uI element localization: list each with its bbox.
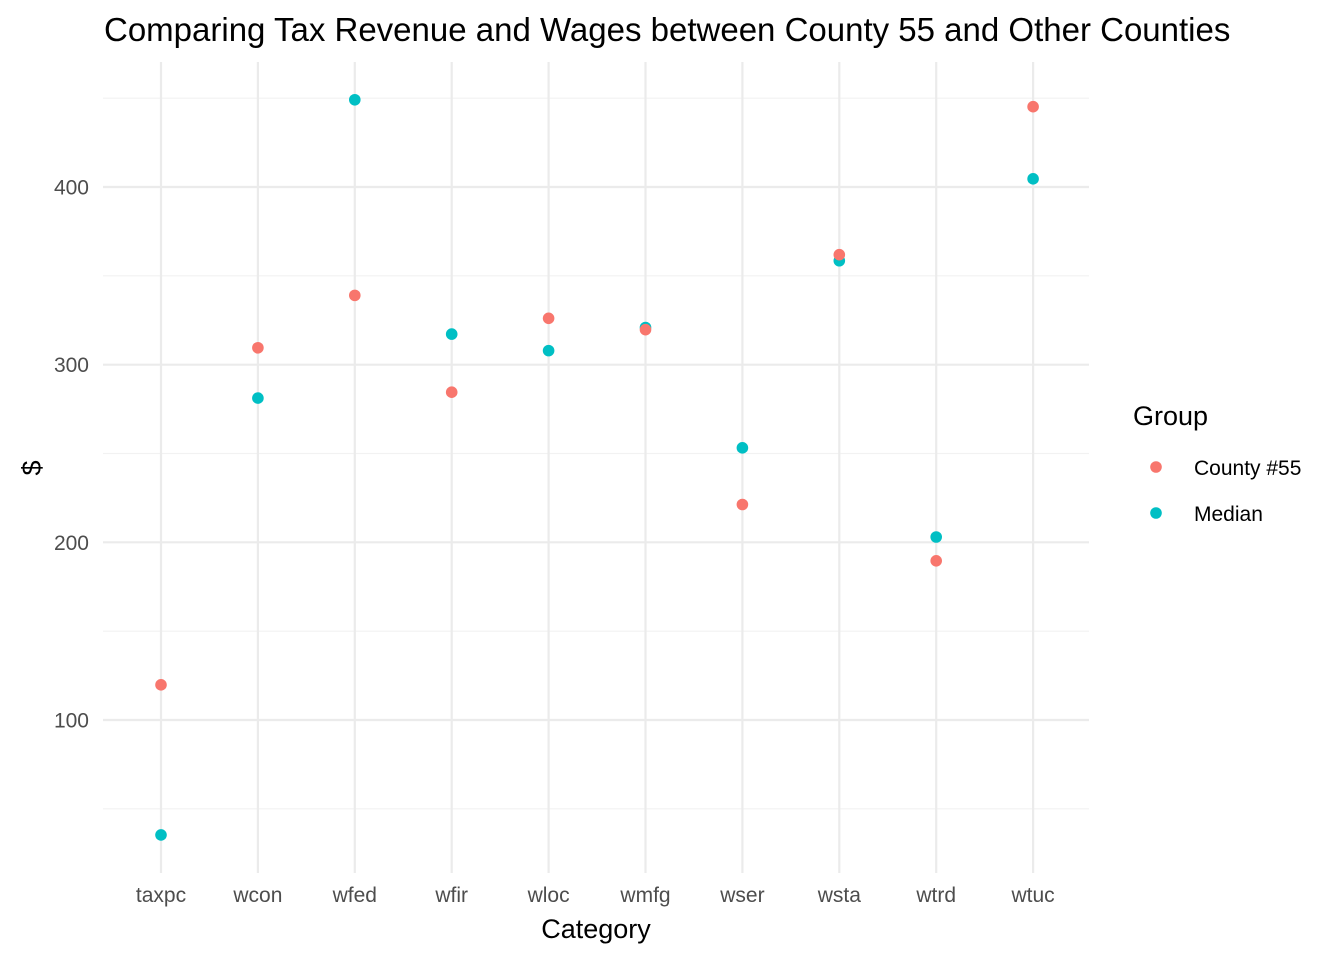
point-county-55-taxpc	[155, 679, 167, 691]
point-county-55-wtrd	[930, 555, 942, 567]
minor-gridlines	[103, 97, 1089, 810]
x-axis-tick-labels: taxpc wcon wfed wfir wloc wmfg wser wsta wtrd wtu…	[136, 884, 1055, 907]
point-county-55-wtuc	[1027, 100, 1039, 113]
data-points	[155, 93, 1039, 841]
x-tick-label: wloc	[527, 884, 570, 907]
point-county-55-wser	[736, 498, 749, 511]
point-median-wtrd	[930, 531, 942, 543]
point-county-55-wfir	[445, 386, 458, 399]
y-axis-tick-labels: 100 200 300 400	[54, 177, 89, 733]
x-tick-label: wsta	[817, 884, 862, 907]
x-tick-label: wtrd	[915, 884, 956, 907]
major-gridlines	[103, 62, 1089, 873]
chart-title: Comparing Tax Revenue and Wages between …	[104, 11, 1230, 48]
point-median-wser	[736, 442, 749, 454]
x-tick-label: wser	[719, 884, 764, 907]
point-county-55-wsta	[833, 248, 846, 261]
point-median-taxpc	[155, 829, 167, 841]
point-median-wtuc	[1027, 173, 1039, 185]
point-median-wcon	[252, 392, 264, 404]
x-tick-label: wfir	[434, 884, 468, 907]
point-median-wfir	[445, 328, 458, 340]
legend-label-county-55: County #55	[1194, 457, 1301, 480]
y-tick-label: 300	[54, 354, 89, 377]
point-county-55-wfed	[349, 289, 361, 302]
y-axis-title: $	[17, 460, 47, 475]
point-county-55-wloc	[542, 312, 555, 325]
legend-title: Group	[1133, 401, 1208, 431]
y-tick-label: 400	[54, 177, 89, 200]
legend-items: County #55 Median	[1150, 457, 1301, 526]
x-tick-label: wcon	[232, 884, 282, 907]
legend-key-county-55	[1150, 461, 1162, 473]
point-county-55-wcon	[252, 341, 264, 354]
point-median-wloc	[542, 344, 555, 357]
x-tick-label: wtuc	[1011, 884, 1055, 907]
legend: Group County #55 Median	[1133, 401, 1301, 526]
x-tick-label: wmfg	[619, 884, 670, 907]
legend-label-median: Median	[1194, 503, 1263, 526]
x-axis-title: Category	[541, 914, 651, 944]
y-tick-label: 100	[54, 710, 89, 733]
legend-key-median	[1150, 507, 1162, 519]
x-tick-label: taxpc	[136, 884, 186, 907]
point-county-55-wmfg	[639, 323, 652, 336]
point-median-wfed	[349, 93, 361, 106]
y-tick-label: 200	[54, 532, 89, 555]
x-tick-label: wfed	[332, 884, 377, 907]
